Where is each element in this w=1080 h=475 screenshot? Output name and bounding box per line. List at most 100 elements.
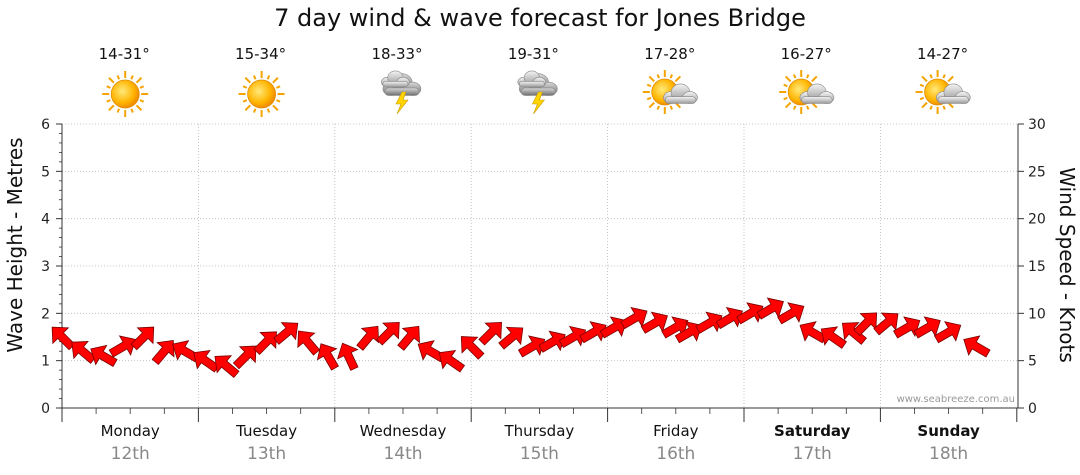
- wind-arrow: [599, 316, 628, 339]
- wind-arrow: [478, 321, 502, 346]
- wind-arrow-shape: [640, 311, 668, 334]
- sun-ray: [116, 75, 121, 80]
- sun-ray: [921, 75, 928, 83]
- wind-arrow-shape: [674, 321, 703, 344]
- sun-ray: [242, 85, 248, 89]
- wind-arrow: [316, 343, 339, 371]
- wind-arrow: [517, 335, 546, 358]
- wind-arrow-shape: [397, 325, 420, 351]
- day-name-label: Saturday: [774, 422, 851, 440]
- wind-arrow-shape: [214, 355, 240, 379]
- wind-arrow-shape: [273, 322, 299, 345]
- wind-series: [51, 297, 991, 379]
- wind-arrow-shape: [51, 326, 76, 351]
- wind-arrow-shape: [873, 312, 899, 336]
- wind-arrow-shape: [297, 330, 321, 356]
- sun-ray: [266, 75, 271, 80]
- sun-ray: [656, 105, 660, 110]
- wind-arrow: [376, 321, 400, 346]
- cloud-base: [664, 96, 697, 104]
- wind-arrow: [253, 331, 277, 356]
- wind-arrow: [498, 326, 524, 350]
- sun-ray: [130, 108, 134, 113]
- y2-tick-label: 25: [1028, 164, 1046, 180]
- partly-cloudy-icon: [642, 70, 698, 114]
- axes: 0 1 2 3 4 5 6 0 5 10 15 20 25 30: [41, 117, 1046, 422]
- day-name-label: Tuesday: [235, 422, 297, 440]
- wind-arrow-shape: [756, 297, 784, 320]
- weather-icons: [102, 70, 971, 117]
- wind-arrow: [715, 306, 743, 330]
- sun-ray: [646, 83, 652, 88]
- wind-arrow-shape: [579, 321, 607, 344]
- sun-disc: [110, 79, 140, 109]
- lightning-bolt: [531, 91, 546, 115]
- wind-arrow-shape: [316, 343, 339, 371]
- cloud-shape: [799, 83, 835, 104]
- sun-ray: [116, 108, 121, 113]
- y2-axis-title: Wind Speed - Knots: [1055, 167, 1079, 363]
- day-labels: Monday 12th 14-31° Tuesday 13th 15-34° Wednesd…: [99, 45, 980, 464]
- day-date-label: 17th: [793, 444, 832, 464]
- wind-arrow: [933, 321, 962, 344]
- wind-arrow-shape: [777, 302, 805, 325]
- sun-ray: [253, 75, 257, 80]
- sun-ray: [272, 104, 279, 111]
- y2-tick-label: 15: [1028, 259, 1046, 275]
- wind-arrow: [232, 345, 257, 370]
- wind-arrow: [438, 349, 466, 373]
- y2-tick-label: 10: [1028, 306, 1046, 322]
- sun-ray: [947, 75, 954, 83]
- wind-arrow-shape: [108, 335, 137, 358]
- sun-ray: [266, 108, 271, 113]
- sun-ray: [244, 104, 251, 111]
- credit-text: www.seabreeze.com.au: [897, 394, 1015, 405]
- wind-arrow-shape: [913, 316, 941, 339]
- wind-arrow: [841, 322, 867, 345]
- wind-arrow-shape: [517, 335, 546, 358]
- sun-ray: [244, 77, 251, 84]
- wind-arrow-shape: [438, 349, 466, 373]
- sun-ray: [942, 74, 946, 79]
- sun-rays: [238, 71, 285, 117]
- sun-ray: [275, 99, 281, 103]
- wind-arrow-shape: [933, 321, 962, 344]
- day-date-label: 13th: [247, 444, 286, 464]
- wind-arrow: [460, 336, 485, 360]
- sun-ray: [783, 96, 788, 101]
- y-tick-label: 2: [41, 306, 50, 322]
- wind-arrow: [130, 326, 155, 351]
- wind-arrow-shape: [695, 311, 723, 334]
- sun-ray: [648, 75, 655, 83]
- sun-ray: [919, 83, 925, 88]
- sun-ray: [646, 96, 652, 101]
- y-tick-label: 0: [41, 401, 50, 417]
- wind-arrow: [963, 335, 991, 358]
- sun-icon: [238, 71, 285, 117]
- day-date-label: 18th: [929, 444, 968, 464]
- lightning-bolt: [395, 91, 409, 115]
- sun-ray: [783, 83, 788, 88]
- day-name-label: Monday: [101, 422, 160, 440]
- wind-arrow-shape: [460, 336, 485, 360]
- wind-arrow: [913, 316, 941, 339]
- sun-ray: [275, 85, 281, 89]
- wind-arrow: [397, 325, 420, 351]
- cloud-base: [801, 96, 833, 104]
- wind-arrow: [620, 306, 648, 330]
- sun-rays: [102, 71, 149, 117]
- sun-ray: [656, 74, 660, 79]
- cloud-shape: [663, 83, 698, 104]
- sun-ray: [139, 99, 145, 103]
- wind-arrow-shape: [376, 321, 400, 346]
- day-date-label: 12th: [111, 444, 150, 464]
- wind-arrow: [151, 340, 175, 366]
- wind-arrow-shape: [356, 325, 380, 351]
- cloud-shape: [517, 70, 547, 88]
- y-tick-label: 1: [41, 354, 50, 370]
- wind-arrow-shape: [130, 326, 155, 351]
- sun-disc: [247, 79, 277, 109]
- y-tick-label: 3: [41, 259, 50, 275]
- y2-tick-label: 0: [1028, 401, 1037, 417]
- wind-arrow: [51, 326, 76, 351]
